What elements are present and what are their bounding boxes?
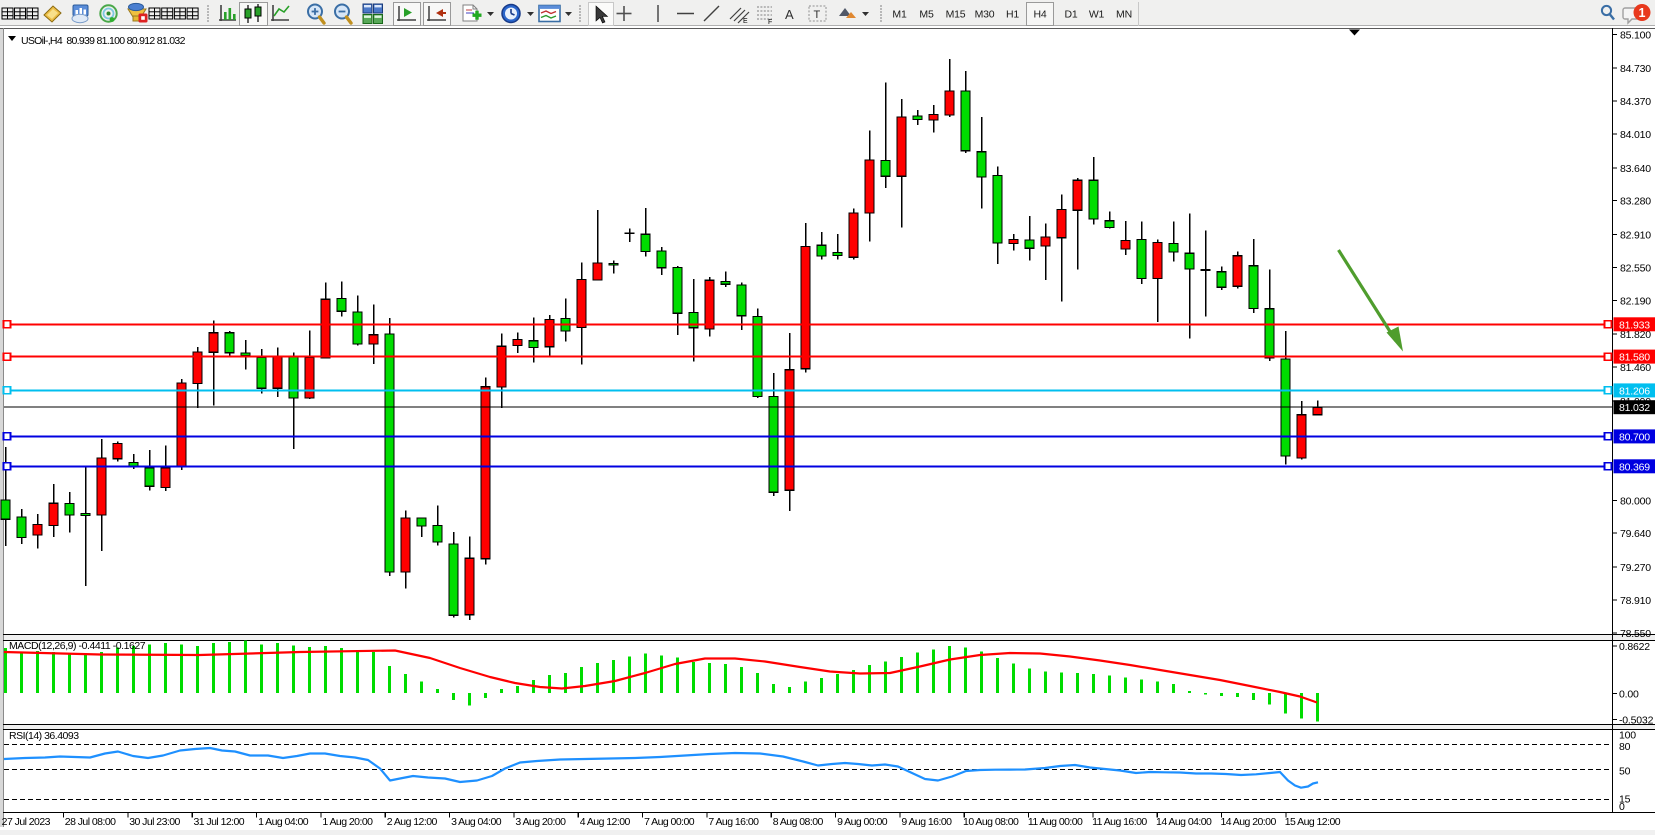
svg-text:81.820: 81.820: [1620, 329, 1651, 341]
svg-text:1 Aug 04:00: 1 Aug 04:00: [258, 816, 309, 828]
svg-text:0.00: 0.00: [1619, 688, 1639, 700]
svg-text:RSI(14) 36.4093: RSI(14) 36.4093: [9, 730, 79, 742]
svg-text:0: 0: [1619, 801, 1625, 813]
svg-text:15: 15: [1619, 794, 1631, 806]
svg-text:80: 80: [1619, 741, 1631, 753]
svg-text:1 Aug 20:00: 1 Aug 20:00: [322, 816, 373, 828]
svg-text:11 Aug 00:00: 11 Aug 00:00: [1028, 816, 1083, 828]
svg-text:83.280: 83.280: [1620, 196, 1651, 208]
svg-text:MN: MN: [1116, 9, 1132, 21]
svg-text:M5: M5: [919, 9, 934, 21]
svg-text:80.700: 80.700: [1619, 431, 1650, 443]
svg-text:28 Jul 08:00: 28 Jul 08:00: [65, 816, 116, 828]
svg-text:82.910: 82.910: [1620, 230, 1651, 242]
svg-text:D1: D1: [1064, 9, 1077, 21]
svg-text:10 Aug 08:00: 10 Aug 08:00: [963, 816, 1019, 828]
svg-text:15 Aug 12:00: 15 Aug 12:00: [1285, 816, 1341, 828]
svg-text:81.460: 81.460: [1620, 362, 1651, 374]
svg-text:79.270: 79.270: [1620, 562, 1651, 574]
svg-text:3 Aug 20:00: 3 Aug 20:00: [515, 816, 566, 828]
svg-text:50: 50: [1619, 765, 1631, 777]
svg-text:M1: M1: [892, 9, 907, 21]
svg-text:M15: M15: [946, 9, 966, 21]
svg-text:4 Aug 12:00: 4 Aug 12:00: [580, 816, 631, 828]
svg-text:F: F: [768, 19, 772, 26]
svg-text:9 Aug 16:00: 9 Aug 16:00: [901, 816, 952, 828]
svg-text:7 Aug 00:00: 7 Aug 00:00: [644, 816, 695, 828]
svg-text:81.032: 81.032: [1619, 402, 1650, 414]
svg-text:80.369: 80.369: [1619, 461, 1650, 473]
svg-text:79.640: 79.640: [1620, 528, 1651, 540]
svg-text:100: 100: [1619, 730, 1636, 742]
svg-text:82.550: 82.550: [1620, 262, 1651, 274]
svg-text:W1: W1: [1089, 9, 1105, 21]
svg-text:85.100: 85.100: [1620, 29, 1651, 41]
svg-text:MACD(12,26,9) -0.4411 -0.1627: MACD(12,26,9) -0.4411 -0.1627: [9, 640, 146, 652]
svg-text:0.8622: 0.8622: [1619, 641, 1650, 653]
svg-text:H1: H1: [1006, 9, 1019, 21]
svg-text:82.190: 82.190: [1620, 295, 1651, 307]
svg-text:A: A: [785, 7, 794, 22]
svg-text:USOil-,H4 80.939 81.100 80.91: USOil-,H4 80.939 81.100 80.912 81.032: [21, 35, 186, 47]
svg-text:31 Jul 12:00: 31 Jul 12:00: [193, 816, 244, 828]
svg-text:84.010: 84.010: [1620, 129, 1651, 141]
svg-text:14 Aug 20:00: 14 Aug 20:00: [1220, 816, 1276, 828]
svg-text:E: E: [743, 18, 748, 25]
svg-text:81.580: 81.580: [1619, 352, 1650, 364]
svg-text:7 Aug 16:00: 7 Aug 16:00: [708, 816, 759, 828]
svg-text:81.933: 81.933: [1619, 319, 1650, 331]
svg-text:2 Aug 12:00: 2 Aug 12:00: [387, 816, 438, 828]
svg-text:84.370: 84.370: [1620, 96, 1651, 108]
svg-text:78.910: 78.910: [1620, 595, 1651, 607]
svg-text:T: T: [814, 9, 821, 21]
svg-text:84.730: 84.730: [1620, 63, 1651, 75]
svg-text:83.640: 83.640: [1620, 163, 1651, 175]
svg-text:-0.5032: -0.5032: [1619, 715, 1654, 727]
svg-text:80.000: 80.000: [1620, 495, 1651, 507]
svg-text:14 Aug 04:00: 14 Aug 04:00: [1156, 816, 1212, 828]
svg-text:1: 1: [1639, 6, 1646, 20]
svg-text:78.550: 78.550: [1620, 628, 1651, 640]
svg-text:9 Aug 00:00: 9 Aug 00:00: [837, 816, 888, 828]
svg-text:8 Aug 08:00: 8 Aug 08:00: [773, 816, 824, 828]
svg-text:81.206: 81.206: [1619, 385, 1650, 397]
svg-text:M30: M30: [975, 9, 995, 21]
svg-text:27 Jul 2023: 27 Jul 2023: [2, 816, 51, 828]
svg-text:3 Aug 04:00: 3 Aug 04:00: [451, 816, 502, 828]
svg-text:30 Jul 23:00: 30 Jul 23:00: [129, 816, 180, 828]
svg-text:11 Aug 16:00: 11 Aug 16:00: [1092, 816, 1147, 828]
svg-text:H4: H4: [1033, 9, 1046, 21]
